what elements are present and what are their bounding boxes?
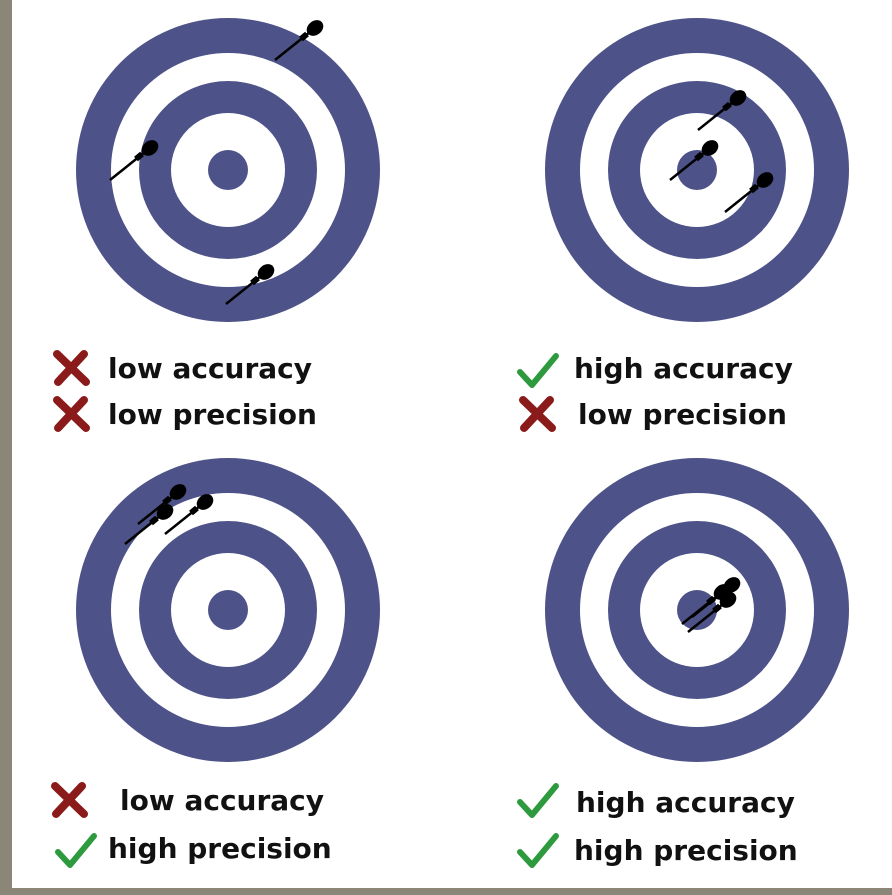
- page: low accuracy low precision high accuracy…: [0, 0, 892, 895]
- target: [545, 458, 849, 762]
- target: [545, 18, 849, 322]
- label: high precision: [108, 832, 332, 865]
- label: high accuracy: [574, 352, 793, 385]
- label: high precision: [574, 834, 798, 867]
- target: [76, 458, 380, 762]
- label: low precision: [578, 398, 787, 431]
- label: low precision: [108, 398, 317, 431]
- label: high accuracy: [576, 786, 795, 819]
- diagram: low accuracy low precision high accuracy…: [0, 0, 892, 895]
- label: low accuracy: [108, 352, 312, 385]
- label: low accuracy: [120, 784, 324, 817]
